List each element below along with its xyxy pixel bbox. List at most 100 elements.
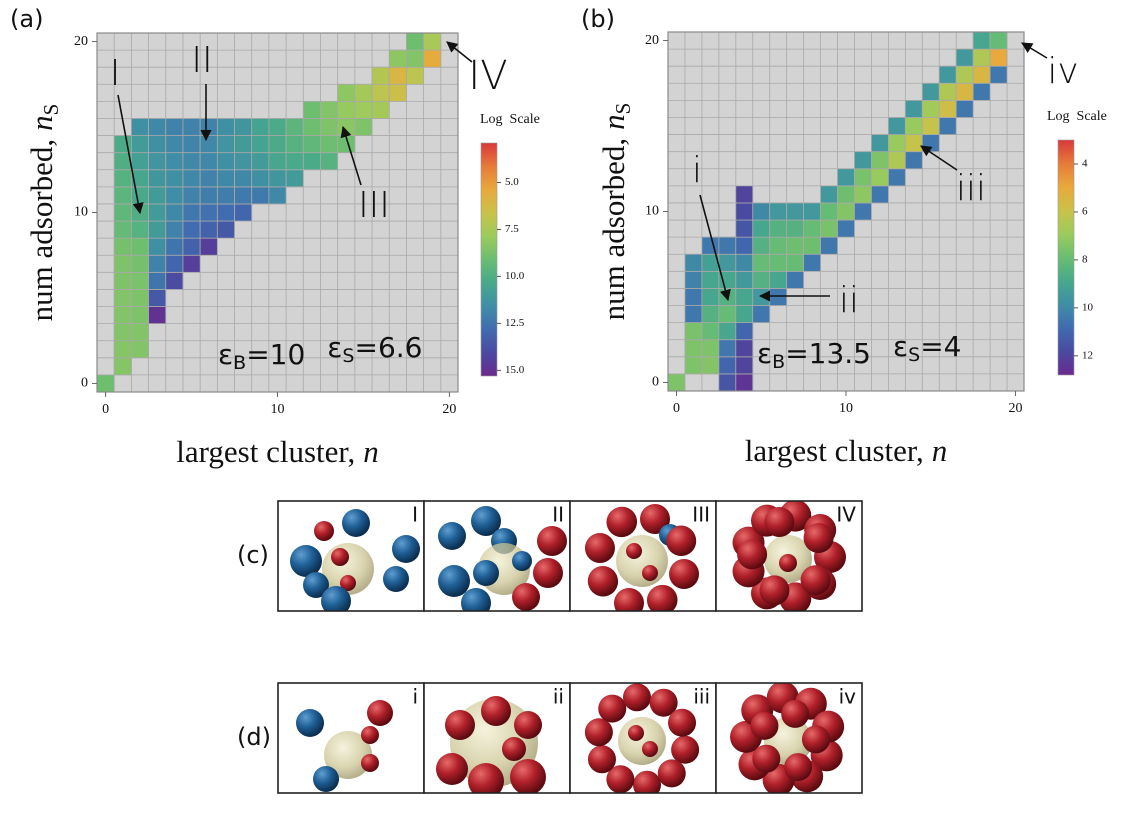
heatmap-cell bbox=[770, 254, 787, 271]
heatmap-cell bbox=[131, 153, 148, 170]
heatmap-cell bbox=[183, 238, 200, 255]
heatmap-cell bbox=[131, 238, 148, 255]
heatmap-cell bbox=[804, 203, 821, 220]
colorbar-title: Log Scale bbox=[1047, 109, 1107, 124]
heatmap-cell bbox=[770, 237, 787, 254]
param-sub: B bbox=[772, 351, 785, 373]
heatmap-cell bbox=[166, 255, 183, 272]
heatmap-cell bbox=[990, 49, 1007, 66]
colorbar-tick-label: 6 bbox=[1082, 205, 1088, 217]
heatmap-cell bbox=[719, 254, 736, 271]
heatmap-cell bbox=[922, 83, 939, 100]
heatmap-cell bbox=[166, 187, 183, 204]
particle bbox=[669, 559, 699, 589]
x-axis-label: largest cluster,n bbox=[745, 433, 947, 468]
colorbar-tick-label: 12 bbox=[1082, 349, 1093, 361]
heatmap-cell bbox=[702, 288, 719, 305]
annotation-arrow bbox=[1022, 43, 1047, 58]
heatmap-cell bbox=[355, 101, 372, 118]
heatmap-cell bbox=[956, 83, 973, 100]
heatmap-cell bbox=[854, 152, 871, 169]
heatmap-cell bbox=[871, 135, 888, 152]
heatmap-cell bbox=[854, 169, 871, 186]
heatmap-cell bbox=[939, 83, 956, 100]
y-axis-label: num adsorbed,nS bbox=[596, 103, 635, 321]
y-tick-label: 20 bbox=[645, 33, 659, 48]
panel-index: i bbox=[412, 685, 418, 709]
particle bbox=[585, 533, 615, 563]
param-symbol: ε bbox=[893, 330, 908, 363]
heatmap-cell bbox=[303, 153, 320, 170]
heatmap-cell bbox=[183, 255, 200, 272]
host-sphere bbox=[616, 535, 668, 587]
x-tick-label: 20 bbox=[1009, 401, 1023, 416]
particle bbox=[512, 583, 540, 611]
y-axis-label: num adsorbed,nS bbox=[24, 104, 63, 322]
heatmap-cell bbox=[804, 220, 821, 237]
particle bbox=[438, 565, 470, 597]
heatmap-cell bbox=[200, 221, 217, 238]
heatmap-panel: 0102001020largest cluster,nnum adsorbed,… bbox=[581, 5, 1107, 468]
heatmap-cell bbox=[269, 170, 286, 187]
heatmap-cell bbox=[131, 324, 148, 341]
particle bbox=[436, 753, 468, 785]
colorbar-tick-label: 8 bbox=[1082, 253, 1088, 265]
panel-index: III bbox=[692, 503, 710, 527]
heatmap-cell bbox=[235, 153, 252, 170]
heatmap-cell bbox=[787, 203, 804, 220]
particle bbox=[445, 710, 475, 740]
heatmap-cell bbox=[973, 49, 990, 66]
x-tick-label: 20 bbox=[442, 402, 456, 417]
particle bbox=[784, 753, 812, 781]
heatmap-cell bbox=[804, 254, 821, 271]
heatmap-cell bbox=[406, 33, 423, 50]
heatmap-cell bbox=[736, 254, 753, 271]
heatmap-cell bbox=[787, 254, 804, 271]
particle bbox=[367, 700, 393, 726]
x-tick-label: 0 bbox=[673, 401, 680, 416]
heatmap-cell bbox=[736, 288, 753, 305]
annotation-label: I bbox=[110, 53, 121, 94]
heatmap-cell bbox=[235, 187, 252, 204]
heatmap-cell bbox=[114, 187, 131, 204]
structure-panel bbox=[424, 501, 570, 618]
heatmap-cell bbox=[200, 136, 217, 153]
heatmap-cell bbox=[200, 118, 217, 135]
particle bbox=[759, 575, 789, 605]
heatmap-cell bbox=[372, 67, 389, 84]
heatmap-cell bbox=[252, 153, 269, 170]
heatmap-cell bbox=[838, 186, 855, 203]
heatmap-cell bbox=[217, 136, 234, 153]
heatmap-cell bbox=[149, 238, 166, 255]
heatmap-cell bbox=[787, 271, 804, 288]
heatmap-cell bbox=[183, 204, 200, 221]
particle bbox=[752, 745, 780, 773]
y-tick-label: 10 bbox=[74, 205, 88, 220]
heatmap-cell bbox=[939, 66, 956, 83]
heatmap-cell bbox=[719, 374, 736, 391]
heatmap-cell bbox=[217, 170, 234, 187]
particle bbox=[473, 560, 499, 586]
heatmap-cell bbox=[372, 101, 389, 118]
heatmap-cell bbox=[668, 374, 685, 391]
colorbar-tick-label: 10.0 bbox=[505, 270, 525, 282]
heatmap-cell bbox=[217, 204, 234, 221]
heatmap-cell bbox=[702, 323, 719, 340]
particle bbox=[588, 566, 618, 596]
heatmap-cell bbox=[770, 220, 787, 237]
heatmap-cell bbox=[804, 237, 821, 254]
heatmap-cell bbox=[149, 187, 166, 204]
heatmap-cell bbox=[702, 271, 719, 288]
heatmap-cell bbox=[736, 203, 753, 220]
heatmap-cell bbox=[753, 271, 770, 288]
heatmap-cell bbox=[252, 136, 269, 153]
heatmap-cell bbox=[973, 83, 990, 100]
heatmap-cell bbox=[956, 66, 973, 83]
heatmap-cell bbox=[131, 272, 148, 289]
particle bbox=[623, 683, 651, 711]
heatmap-cell bbox=[149, 289, 166, 306]
heatmap-cell bbox=[303, 101, 320, 118]
heatmap-cell bbox=[854, 203, 871, 220]
heatmap-cell bbox=[166, 153, 183, 170]
